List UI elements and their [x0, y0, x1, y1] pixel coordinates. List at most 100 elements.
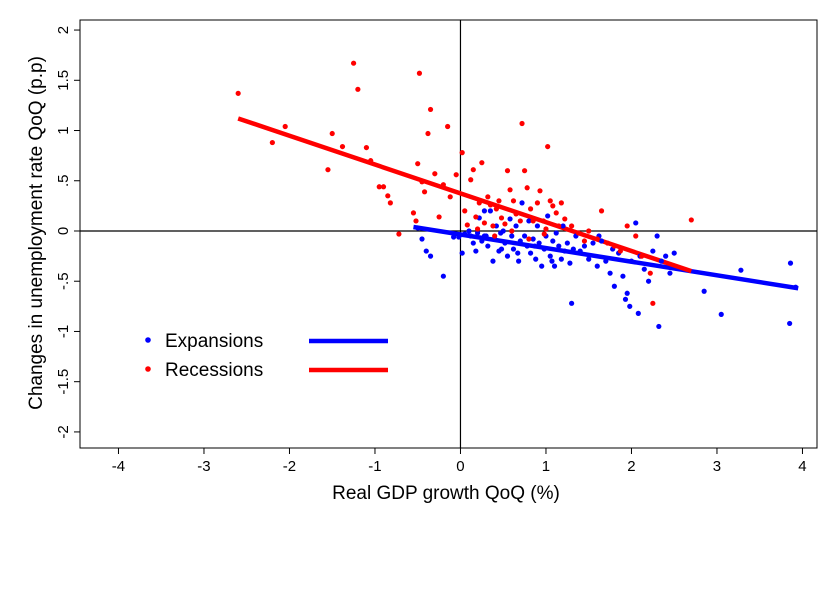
expansions-point [534, 223, 541, 229]
recessions-point [385, 193, 391, 199]
recessions-point [492, 233, 498, 239]
recessions-point [355, 86, 361, 92]
recessions-point [604, 240, 611, 246]
expansions-point [645, 278, 652, 284]
recessions-point [432, 171, 438, 177]
expansions-point [526, 218, 532, 224]
x-tick-label: 2 [627, 458, 635, 475]
recessions-point [524, 185, 530, 191]
axes [74, 19, 818, 454]
recessions-point [650, 300, 656, 306]
recessions-point [562, 216, 568, 222]
expansions-point [551, 263, 558, 269]
expansions-point [586, 256, 592, 262]
expansions-point [550, 238, 556, 244]
recessions-point [521, 168, 528, 174]
recessions-point [462, 208, 468, 214]
expansions-point [641, 266, 647, 272]
expansions-point [562, 248, 568, 254]
recessions-point [496, 198, 502, 204]
recessions-point [490, 223, 496, 229]
x-tick-label: -4 [112, 458, 125, 475]
expansions-point [624, 290, 630, 296]
recessions-point [498, 215, 505, 221]
legend-expansions-marker [145, 337, 151, 343]
recessions-point [519, 120, 525, 127]
recessions-point [445, 123, 451, 130]
recessions-point [468, 177, 474, 183]
expansions-fit-line [413, 224, 799, 291]
expansions-point [481, 233, 488, 239]
recessions-point [416, 70, 423, 76]
recessions-point [543, 226, 549, 232]
expansions-point [500, 228, 506, 234]
recessions-point [526, 236, 532, 242]
recessions-point [329, 130, 335, 137]
expansions-point [622, 296, 629, 302]
expansions-point [607, 270, 613, 276]
y-axis-title: Changes in unemployment rate QoQ (p.p) [26, 56, 47, 410]
recessions-point [410, 210, 417, 216]
recessions-point [513, 211, 519, 217]
recessions-point [550, 203, 556, 209]
x-tick-label: 3 [713, 458, 721, 475]
recessions-point [541, 231, 547, 237]
expansions-point [440, 273, 446, 279]
recessions-point [527, 206, 534, 212]
recessions-point [350, 60, 357, 66]
recessions-point [509, 228, 515, 234]
recessions-point [493, 206, 499, 212]
expansions-point [504, 253, 511, 259]
expansions-point [635, 310, 641, 316]
recessions-point [502, 221, 508, 227]
recessions-point [447, 194, 453, 200]
recessions-point [282, 123, 288, 130]
recessions-point [633, 233, 639, 239]
expansions-point [519, 200, 525, 206]
expansions-point [516, 258, 522, 264]
recessions-point [575, 230, 582, 236]
expansions-point [738, 267, 744, 273]
recessions-point [459, 150, 465, 156]
recessions-point [421, 189, 428, 195]
y-tick-label: -1.5 [55, 369, 72, 395]
expansions-point [507, 216, 513, 222]
expansions-point [527, 250, 534, 256]
recessions-point [453, 172, 459, 178]
recessions-point [436, 214, 442, 220]
expansions-point [650, 248, 656, 254]
expansions-point [532, 243, 538, 249]
expansions-point [556, 243, 562, 249]
y-tick-label: 2 [55, 26, 72, 34]
expansions-point [423, 248, 429, 254]
recessions-point [485, 194, 491, 200]
recessions-point [339, 143, 346, 150]
expansions-point [620, 273, 626, 279]
legend-expansions-label: Expansions [165, 331, 263, 352]
expansions-point [473, 248, 479, 254]
expansions-point [590, 240, 596, 246]
recessions-point [368, 158, 374, 164]
recessions-point [553, 210, 559, 216]
x-axis-title: Real GDP growth QoQ (%) [332, 483, 560, 504]
expansions-point [628, 258, 635, 264]
recessions-fit-line [237, 116, 693, 274]
recessions-point [594, 236, 600, 242]
expansions-point [479, 238, 485, 244]
recessions-point [517, 218, 523, 224]
expansions-point [502, 240, 508, 246]
recessions-point [476, 200, 482, 206]
expansions-point [560, 223, 566, 229]
expansions-point [787, 260, 794, 266]
legend: Expansions Recessions [145, 331, 388, 381]
recessions-point [479, 160, 485, 166]
y-tick-label: -2 [55, 425, 72, 438]
data-points [235, 60, 799, 330]
expansions-point [513, 223, 519, 229]
recessions-point [647, 270, 653, 276]
recessions-point [507, 187, 513, 193]
expansions-point [654, 233, 660, 239]
y-tick-label: -.5 [55, 272, 72, 290]
expansions-point [466, 228, 472, 234]
